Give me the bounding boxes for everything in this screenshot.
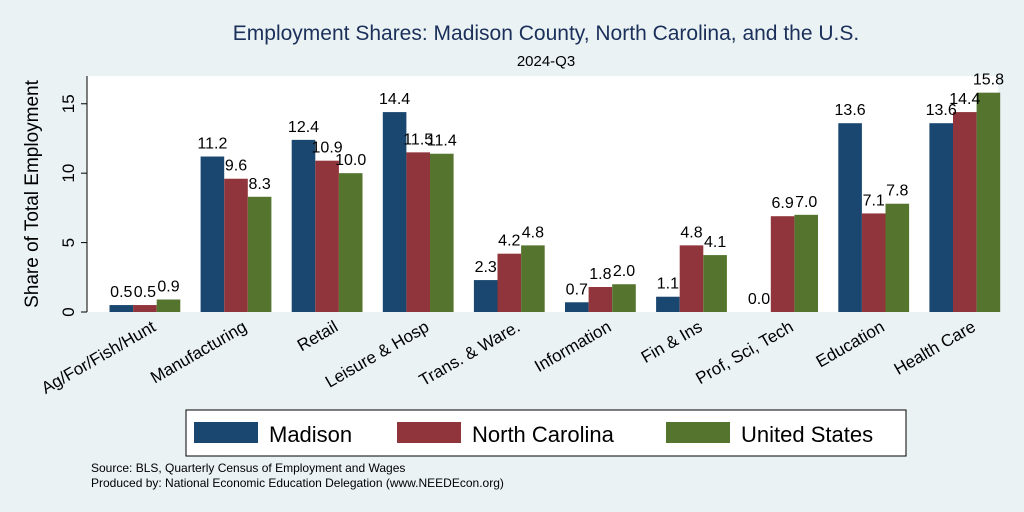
bar-value-label: 4.2 bbox=[498, 233, 520, 250]
bar-united-states bbox=[703, 255, 727, 312]
bar-united-states bbox=[430, 153, 454, 312]
bar-north-carolina bbox=[588, 287, 613, 312]
y-tick-label: 0 bbox=[59, 307, 78, 316]
bar-value-label: 4.8 bbox=[522, 224, 544, 241]
bar-value-label: 14.4 bbox=[379, 91, 410, 108]
bar-value-label: 7.1 bbox=[863, 192, 885, 209]
legend-swatch bbox=[666, 422, 730, 443]
bar-value-label: 8.3 bbox=[248, 176, 270, 193]
bar-value-label: 6.9 bbox=[771, 195, 793, 212]
bar-united-states bbox=[521, 245, 545, 312]
bar-united-states bbox=[338, 173, 363, 312]
bar-madison bbox=[382, 112, 407, 312]
bar-north-carolina bbox=[497, 253, 522, 312]
bar-value-label: 0.7 bbox=[566, 281, 588, 298]
bar-madison bbox=[838, 123, 862, 312]
bar-value-label: 11.2 bbox=[197, 136, 227, 153]
y-axis: 0 5 10 15 bbox=[59, 76, 88, 317]
category-label: Education bbox=[813, 317, 888, 371]
bar-value-label: 10.0 bbox=[335, 152, 366, 169]
bar-united-states bbox=[885, 203, 910, 312]
bar-united-states bbox=[247, 196, 272, 312]
bar-north-carolina bbox=[953, 112, 977, 312]
bar-madison bbox=[656, 296, 680, 312]
bar-north-carolina bbox=[770, 216, 795, 312]
category-label: Retail bbox=[294, 317, 341, 355]
y-tick-label: 15 bbox=[59, 94, 78, 113]
legend-label: North Carolina bbox=[472, 422, 615, 447]
bar-madison bbox=[929, 123, 953, 312]
bar-north-carolina bbox=[133, 305, 157, 312]
legend-label: Madison bbox=[269, 422, 352, 447]
bar-value-label: 10.9 bbox=[312, 140, 343, 157]
y-axis-label: Share of Total Employment bbox=[22, 79, 43, 307]
chart-title: Employment Shares: Madison County, North… bbox=[233, 22, 859, 45]
bar-value-label: 13.6 bbox=[835, 102, 866, 119]
y-tick-label: 5 bbox=[59, 238, 78, 247]
bar-united-states bbox=[976, 92, 1001, 313]
bar-value-label: 13.6 bbox=[926, 102, 957, 119]
bar-united-states bbox=[156, 299, 181, 312]
bar-madison bbox=[109, 305, 134, 312]
bar-north-carolina bbox=[861, 213, 886, 312]
bar-value-label: 0.5 bbox=[110, 284, 132, 301]
bar-north-carolina bbox=[224, 178, 248, 312]
bar-madison bbox=[473, 280, 498, 312]
category-label: Fin & Ins bbox=[638, 317, 706, 367]
legend-frame bbox=[185, 409, 907, 457]
bar-madison bbox=[200, 156, 225, 312]
bar-value-label: 0.5 bbox=[134, 284, 156, 301]
bar-madison bbox=[291, 139, 316, 312]
bar-united-states bbox=[612, 284, 636, 312]
bar-value-label: 2.3 bbox=[475, 259, 497, 276]
category-label: Leisure & Hosp bbox=[322, 317, 432, 392]
bar-group bbox=[109, 92, 1001, 313]
legend-swatch bbox=[194, 422, 258, 443]
bar-value-label: 0.9 bbox=[157, 279, 179, 296]
bar-north-carolina bbox=[406, 152, 430, 312]
category-label: Trans. & Ware. bbox=[416, 317, 523, 390]
category-label: Information bbox=[531, 317, 614, 376]
bar-value-label: 15.8 bbox=[973, 72, 1004, 89]
value-labels: 0.5 0.5 0.911.29.68.312.410.910.014.411.51… bbox=[110, 72, 1004, 308]
category-label: Prof, Sci, Tech bbox=[692, 317, 796, 388]
bar-value-label: 4.8 bbox=[680, 224, 702, 241]
bar-value-label: 7.8 bbox=[886, 183, 908, 200]
bar-value-label: 11.5 bbox=[403, 131, 433, 148]
category-label: Manufacturing bbox=[147, 317, 250, 387]
bar-value-label: 14.4 bbox=[949, 91, 980, 108]
bar-value-label: 1.1 bbox=[657, 276, 679, 293]
bar-north-carolina bbox=[315, 160, 339, 312]
bar-north-carolina bbox=[679, 245, 704, 312]
bar-value-label: 7.0 bbox=[795, 194, 817, 211]
y-tick-label: 10 bbox=[59, 164, 78, 183]
category-label: Ag/For/Fish/Hunt bbox=[38, 317, 159, 398]
legend-label: United States bbox=[741, 422, 873, 447]
bar-value-label: 9.6 bbox=[225, 158, 247, 175]
source-note: Source: BLS, Quarterly Census of Employm… bbox=[91, 461, 405, 475]
legend-swatch bbox=[397, 422, 461, 443]
bar-value-label: 0.0 bbox=[748, 291, 770, 308]
bar-united-states bbox=[794, 214, 818, 312]
chart-subtitle: 2024-Q3 bbox=[517, 53, 575, 70]
bar-value-label: 4.1 bbox=[704, 234, 726, 251]
bar-value-label: 11.4 bbox=[427, 133, 457, 150]
bar-value-label: 1.8 bbox=[589, 266, 611, 283]
produced-by-note: Produced by: National Economic Education… bbox=[91, 476, 504, 490]
bar-value-label: 2.0 bbox=[613, 263, 635, 280]
bar-madison bbox=[565, 302, 589, 312]
category-label: Health Care bbox=[891, 317, 979, 379]
legend: Madison North Carolina United States bbox=[185, 409, 907, 457]
bar-value-label: 12.4 bbox=[288, 119, 319, 136]
